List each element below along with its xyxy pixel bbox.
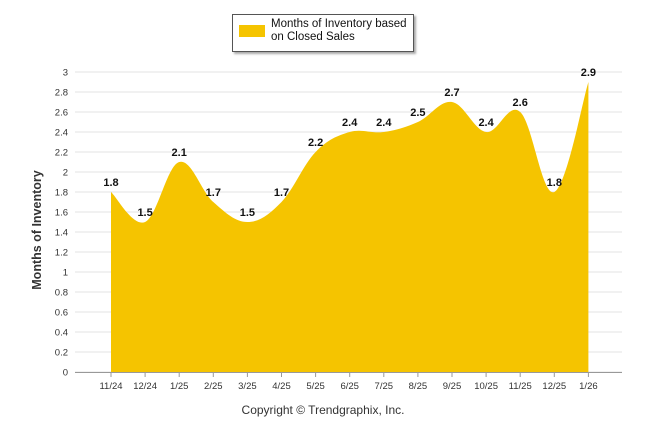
data-label: 2.5 [410, 107, 425, 119]
x-tick-label: 3/25 [238, 381, 257, 392]
data-label: 2.2 [308, 137, 323, 149]
x-tick-label: 8/25 [409, 381, 428, 392]
x-tick-label: 1/26 [579, 381, 598, 392]
y-tick-label: 3 [63, 68, 68, 79]
data-label: 1.5 [137, 207, 152, 219]
data-label: 2.6 [513, 97, 528, 109]
data-label: 1.5 [240, 207, 255, 219]
y-tick-label: 2.4 [55, 128, 68, 139]
x-tick-label: 11/24 [99, 381, 122, 392]
x-tick-label: 9/25 [443, 381, 462, 392]
data-label: 2.4 [342, 117, 358, 129]
y-tick-label: 1.8 [55, 188, 68, 199]
y-axis-ticks: 0 0.2 0.4 0.6 0.8 1 1.2 1.4 1.6 1.8 2 2.2 2.4 2.6 2.8 3 [55, 68, 68, 379]
y-tick-label: 2.6 [55, 108, 68, 119]
legend-label: Months of Inventory based on Closed Sale… [271, 18, 407, 43]
y-tick-label: 2 [63, 168, 68, 179]
y-tick-label: 1.2 [55, 248, 68, 259]
data-label: 1.7 [206, 187, 221, 199]
x-tick-label: 6/25 [340, 381, 359, 392]
y-tick-label: 0.8 [55, 288, 68, 299]
x-axis-ticks: 11/24 12/24 1/25 2/25 3/25 4/25 5/25 6/25 7/25 8/… [99, 372, 598, 392]
y-tick-label: 0 [63, 368, 68, 379]
series-area [111, 82, 589, 372]
data-label: 1.7 [274, 187, 289, 199]
x-tick-label: 2/25 [204, 381, 223, 392]
data-label: 1.8 [103, 177, 118, 189]
y-axis-title: Months of Inventory [30, 170, 44, 290]
data-label: 2.1 [172, 147, 187, 159]
data-label: 1.8 [547, 177, 562, 189]
data-label: 2.9 [581, 67, 596, 79]
x-tick-label: 5/25 [306, 381, 325, 392]
x-tick-label: 11/25 [509, 381, 532, 392]
data-label: 2.7 [444, 87, 459, 99]
x-tick-label: 7/25 [375, 381, 394, 392]
x-tick-label: 1/25 [170, 381, 189, 392]
legend-swatch [239, 25, 265, 37]
data-label: 2.4 [478, 117, 494, 129]
y-tick-label: 1 [63, 268, 68, 279]
x-tick-label: 12/24 [133, 381, 157, 392]
y-tick-label: 2.8 [55, 88, 68, 99]
y-tick-label: 2.2 [55, 148, 68, 159]
y-tick-label: 0.6 [55, 308, 68, 319]
copyright-footer: Copyright © Trendgraphix, Inc. [241, 403, 405, 417]
x-tick-label: 12/25 [542, 381, 566, 392]
legend[interactable]: Months of Inventory based on Closed Sale… [232, 14, 414, 52]
y-tick-label: 1.4 [55, 228, 68, 239]
x-tick-label: 4/25 [272, 381, 291, 392]
y-tick-label: 0.2 [55, 348, 68, 359]
data-label: 2.4 [376, 117, 392, 129]
data-labels: 1.8 1.5 2.1 1.7 1.5 1.7 2.2 2.4 2.4 2.5 2.7 2.4 2.6 1… [103, 67, 596, 219]
x-tick-label: 10/25 [474, 381, 498, 392]
y-tick-label: 1.6 [55, 208, 68, 219]
y-tick-label: 0.4 [55, 328, 68, 339]
